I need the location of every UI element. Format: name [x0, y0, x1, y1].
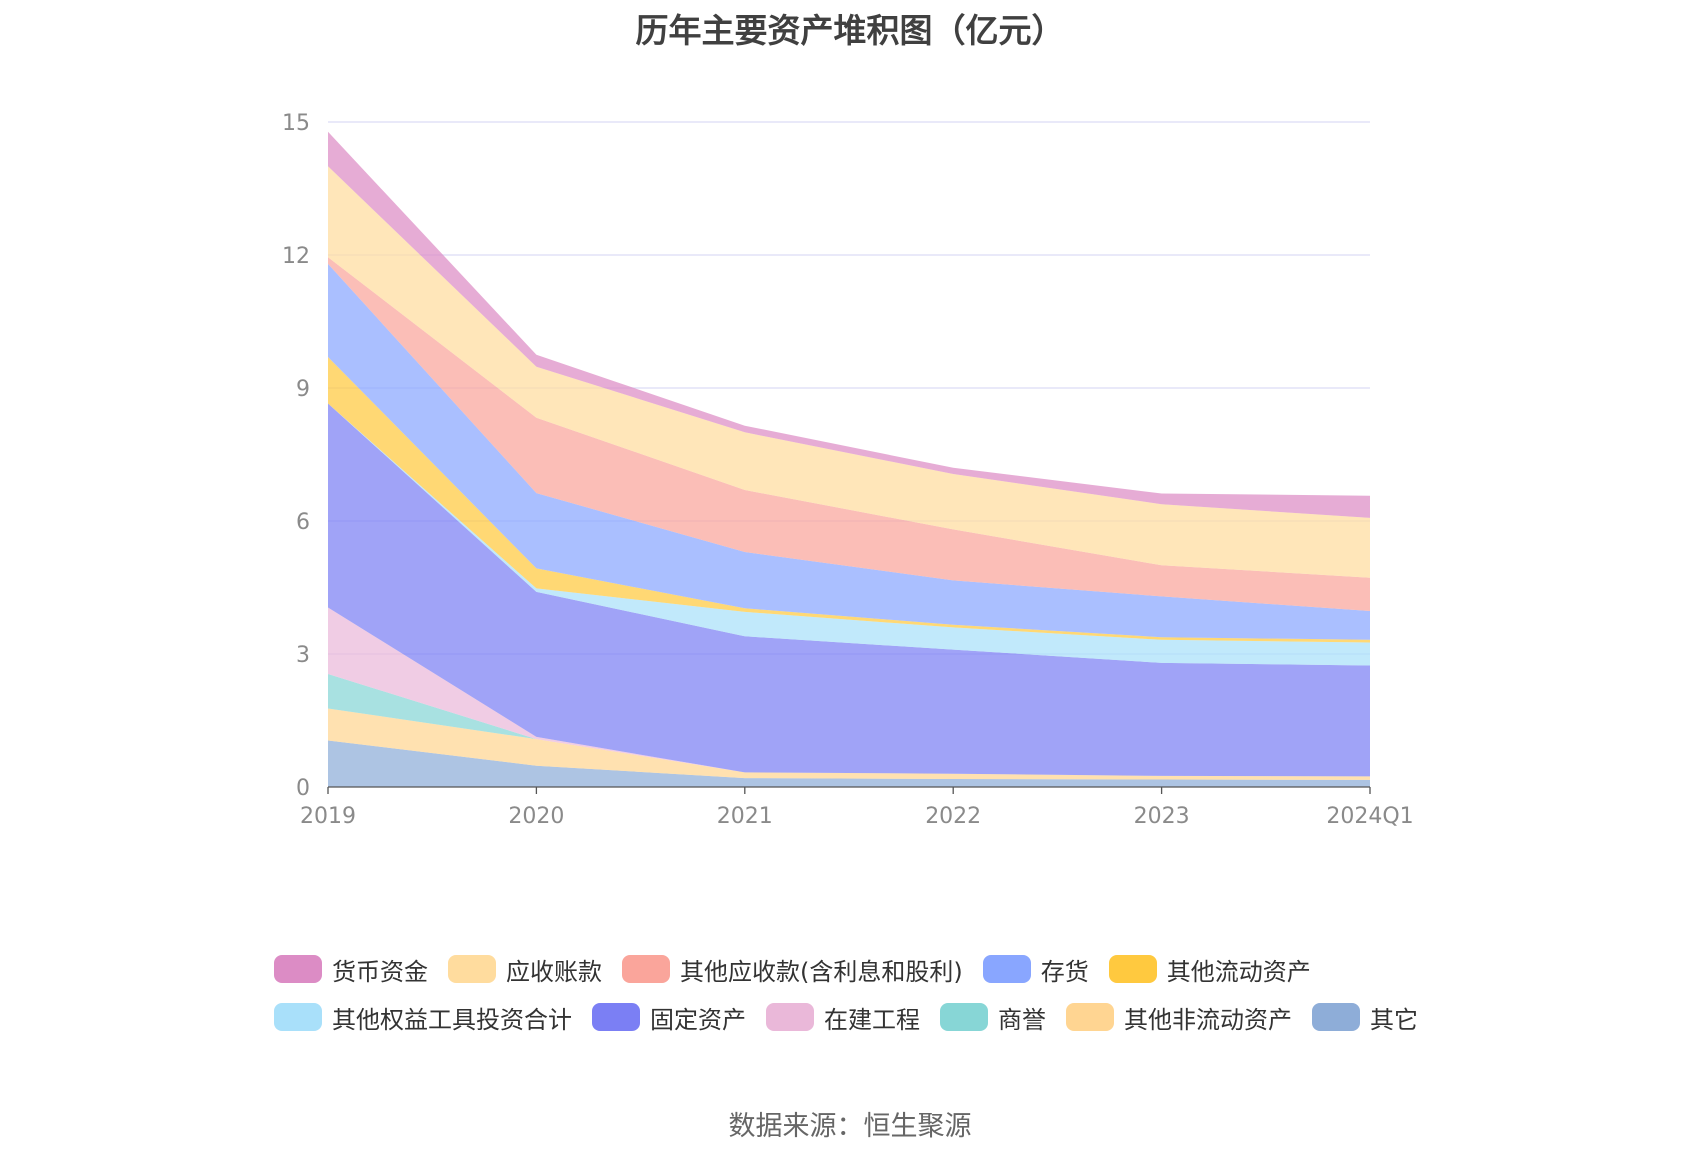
legend-item[interactable]: 固定资产 [592, 1000, 746, 1035]
area-series-7 [328, 263, 1370, 640]
legend-label: 其他流动资产 [1166, 957, 1311, 986]
legend-swatch [940, 1003, 988, 1031]
y-tick-label: 9 [296, 377, 310, 402]
legend-item[interactable]: 商誉 [940, 1000, 1046, 1035]
legend-label: 应收账款 [506, 957, 602, 986]
legend-swatch [274, 1003, 322, 1031]
x-tick-label: 2024Q1 [1326, 804, 1413, 829]
area-series-8 [328, 257, 1370, 611]
x-tick-label: 2022 [925, 804, 981, 829]
y-tick-label: 3 [296, 643, 310, 668]
chart-title: 历年主要资产堆积图（亿元） [635, 11, 1065, 50]
x-tick-label: 2020 [508, 804, 564, 829]
legend-row: 货币资金 应收账款 其他应收款(含利息和股利) 存货 其他流动资产 [274, 952, 1474, 986]
x-tick-label: 2019 [300, 804, 356, 829]
area-series-1 [328, 708, 1370, 780]
legend-label: 其他应收款(含利息和股利) [680, 957, 963, 986]
y-tick-label: 0 [296, 776, 310, 801]
legend-swatch [1312, 1003, 1360, 1031]
x-tick-label: 2021 [717, 804, 773, 829]
legend-item[interactable]: 其他权益工具投资合计 [274, 1000, 572, 1035]
legend-item[interactable]: 其他应收款(含利息和股利) [622, 952, 963, 987]
area-series-5 [328, 403, 1370, 666]
data-source: 数据来源：恒生聚源 [728, 1111, 972, 1142]
y-axis-ticks: 0 3 6 9 12 15 [282, 111, 310, 801]
y-tick-label: 6 [296, 510, 310, 535]
legend-swatch [622, 955, 670, 983]
legend-swatch [982, 955, 1031, 983]
legend-label: 其他权益工具投资合计 [332, 1005, 572, 1034]
legend-item[interactable]: 货币资金 [274, 952, 428, 987]
area-series-9 [328, 166, 1370, 578]
x-tick-label: 2023 [1134, 804, 1190, 829]
legend-row: 其他权益工具投资合计 固定资产 在建工程 商誉 其他非流动资产 其它 [274, 1000, 1474, 1034]
legend-swatch [1066, 1003, 1114, 1031]
legend-item[interactable]: 其他非流动资产 [1066, 1000, 1292, 1035]
area-series-4 [328, 403, 1370, 777]
legend-item[interactable]: 其它 [1312, 1000, 1418, 1035]
legend-label: 其它 [1370, 1005, 1418, 1034]
legend: 货币资金 应收账款 其他应收款(含利息和股利) 存货 其他流动资产其他权益工具投资合计 固… [274, 952, 1474, 1048]
legend-swatch [1108, 955, 1157, 983]
area-series-0 [328, 740, 1370, 787]
legend-swatch [766, 1003, 814, 1031]
legend-label: 其他非流动资产 [1124, 1005, 1292, 1034]
legend-swatch [274, 955, 322, 983]
y-tick-label: 15 [282, 111, 310, 136]
legend-item[interactable]: 应收账款 [448, 952, 602, 987]
legend-item[interactable]: 其他流动资产 [1108, 952, 1311, 987]
legend-label: 货币资金 [332, 957, 428, 986]
axes [327, 786, 1371, 794]
legend-label: 在建工程 [824, 1005, 920, 1034]
legend-swatch [448, 955, 496, 983]
legend-label: 商誉 [998, 1005, 1046, 1034]
legend-label: 固定资产 [650, 1005, 746, 1034]
legend-item[interactable]: 在建工程 [766, 1000, 920, 1035]
area-layers [328, 131, 1370, 787]
y-tick-label: 12 [282, 244, 310, 269]
x-axis-ticks: 2019 2020 2021 2022 2023 2024Q1 [300, 804, 1414, 829]
legend-label: 存货 [1040, 957, 1089, 986]
legend-swatch [592, 1003, 640, 1031]
legend-item[interactable]: 存货 [982, 952, 1089, 987]
